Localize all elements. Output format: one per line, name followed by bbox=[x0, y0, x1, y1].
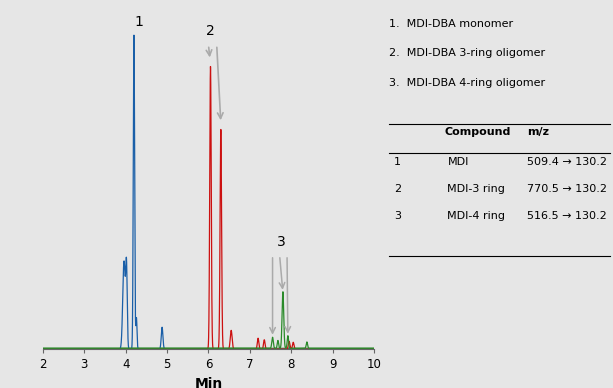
Text: MDI-3 ring: MDI-3 ring bbox=[447, 184, 505, 194]
Text: 516.5 → 130.2: 516.5 → 130.2 bbox=[527, 211, 607, 222]
Text: m/z: m/z bbox=[527, 127, 549, 137]
Text: 3.  MDI-DBA 4-ring oligomer: 3. MDI-DBA 4-ring oligomer bbox=[389, 78, 546, 88]
X-axis label: Min: Min bbox=[194, 377, 223, 388]
Text: 770.5 → 130.2: 770.5 → 130.2 bbox=[527, 184, 607, 194]
Text: MDI-4 ring: MDI-4 ring bbox=[447, 211, 506, 222]
Text: 3: 3 bbox=[394, 211, 401, 222]
Text: MDI: MDI bbox=[447, 157, 469, 167]
Text: 1: 1 bbox=[135, 15, 143, 29]
Text: 2.  MDI-DBA 3-ring oligomer: 2. MDI-DBA 3-ring oligomer bbox=[389, 48, 546, 59]
Text: Compound: Compound bbox=[444, 127, 511, 137]
Text: 2: 2 bbox=[394, 184, 402, 194]
Text: 1.  MDI-DBA monomer: 1. MDI-DBA monomer bbox=[389, 19, 513, 29]
Text: 3: 3 bbox=[277, 235, 286, 249]
Text: 1: 1 bbox=[394, 157, 401, 167]
Text: 509.4 → 130.2: 509.4 → 130.2 bbox=[527, 157, 607, 167]
Text: 2: 2 bbox=[206, 24, 215, 38]
